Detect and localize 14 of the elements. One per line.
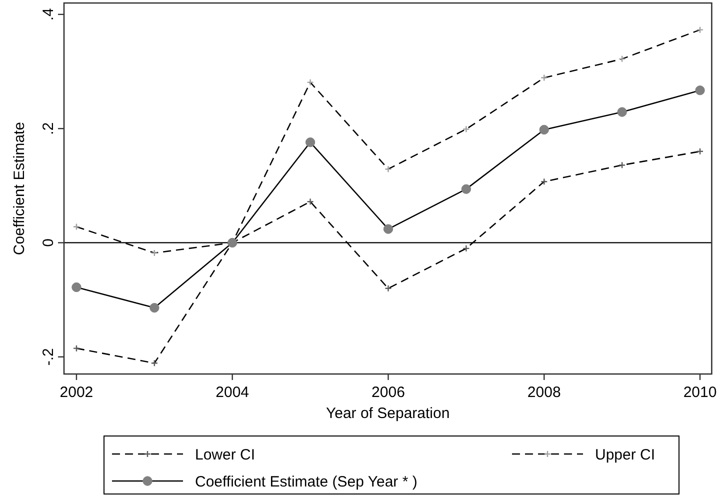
x-tick-label: 2006 [372,384,405,401]
legend-label: Lower CI [195,446,256,464]
y-tick-label: 0 [40,238,57,247]
x-tick-label: 2004 [216,384,250,401]
y-axis-title: Coefficient Estimate [11,122,28,256]
x-axis-title: Year of Separation [326,405,450,422]
y-tick-label: -.2 [40,348,57,366]
legend-label: Coefficient Estimate (Sep Year * ) [195,474,418,490]
y-tick-label: .2 [40,122,57,135]
x-tick-label: 2002 [60,384,94,401]
x-tick-label: 2008 [527,384,561,401]
x-tick-label: 2010 [683,384,717,401]
y-tick-label: .4 [40,8,57,21]
legend-label: Upper CI [595,446,656,464]
